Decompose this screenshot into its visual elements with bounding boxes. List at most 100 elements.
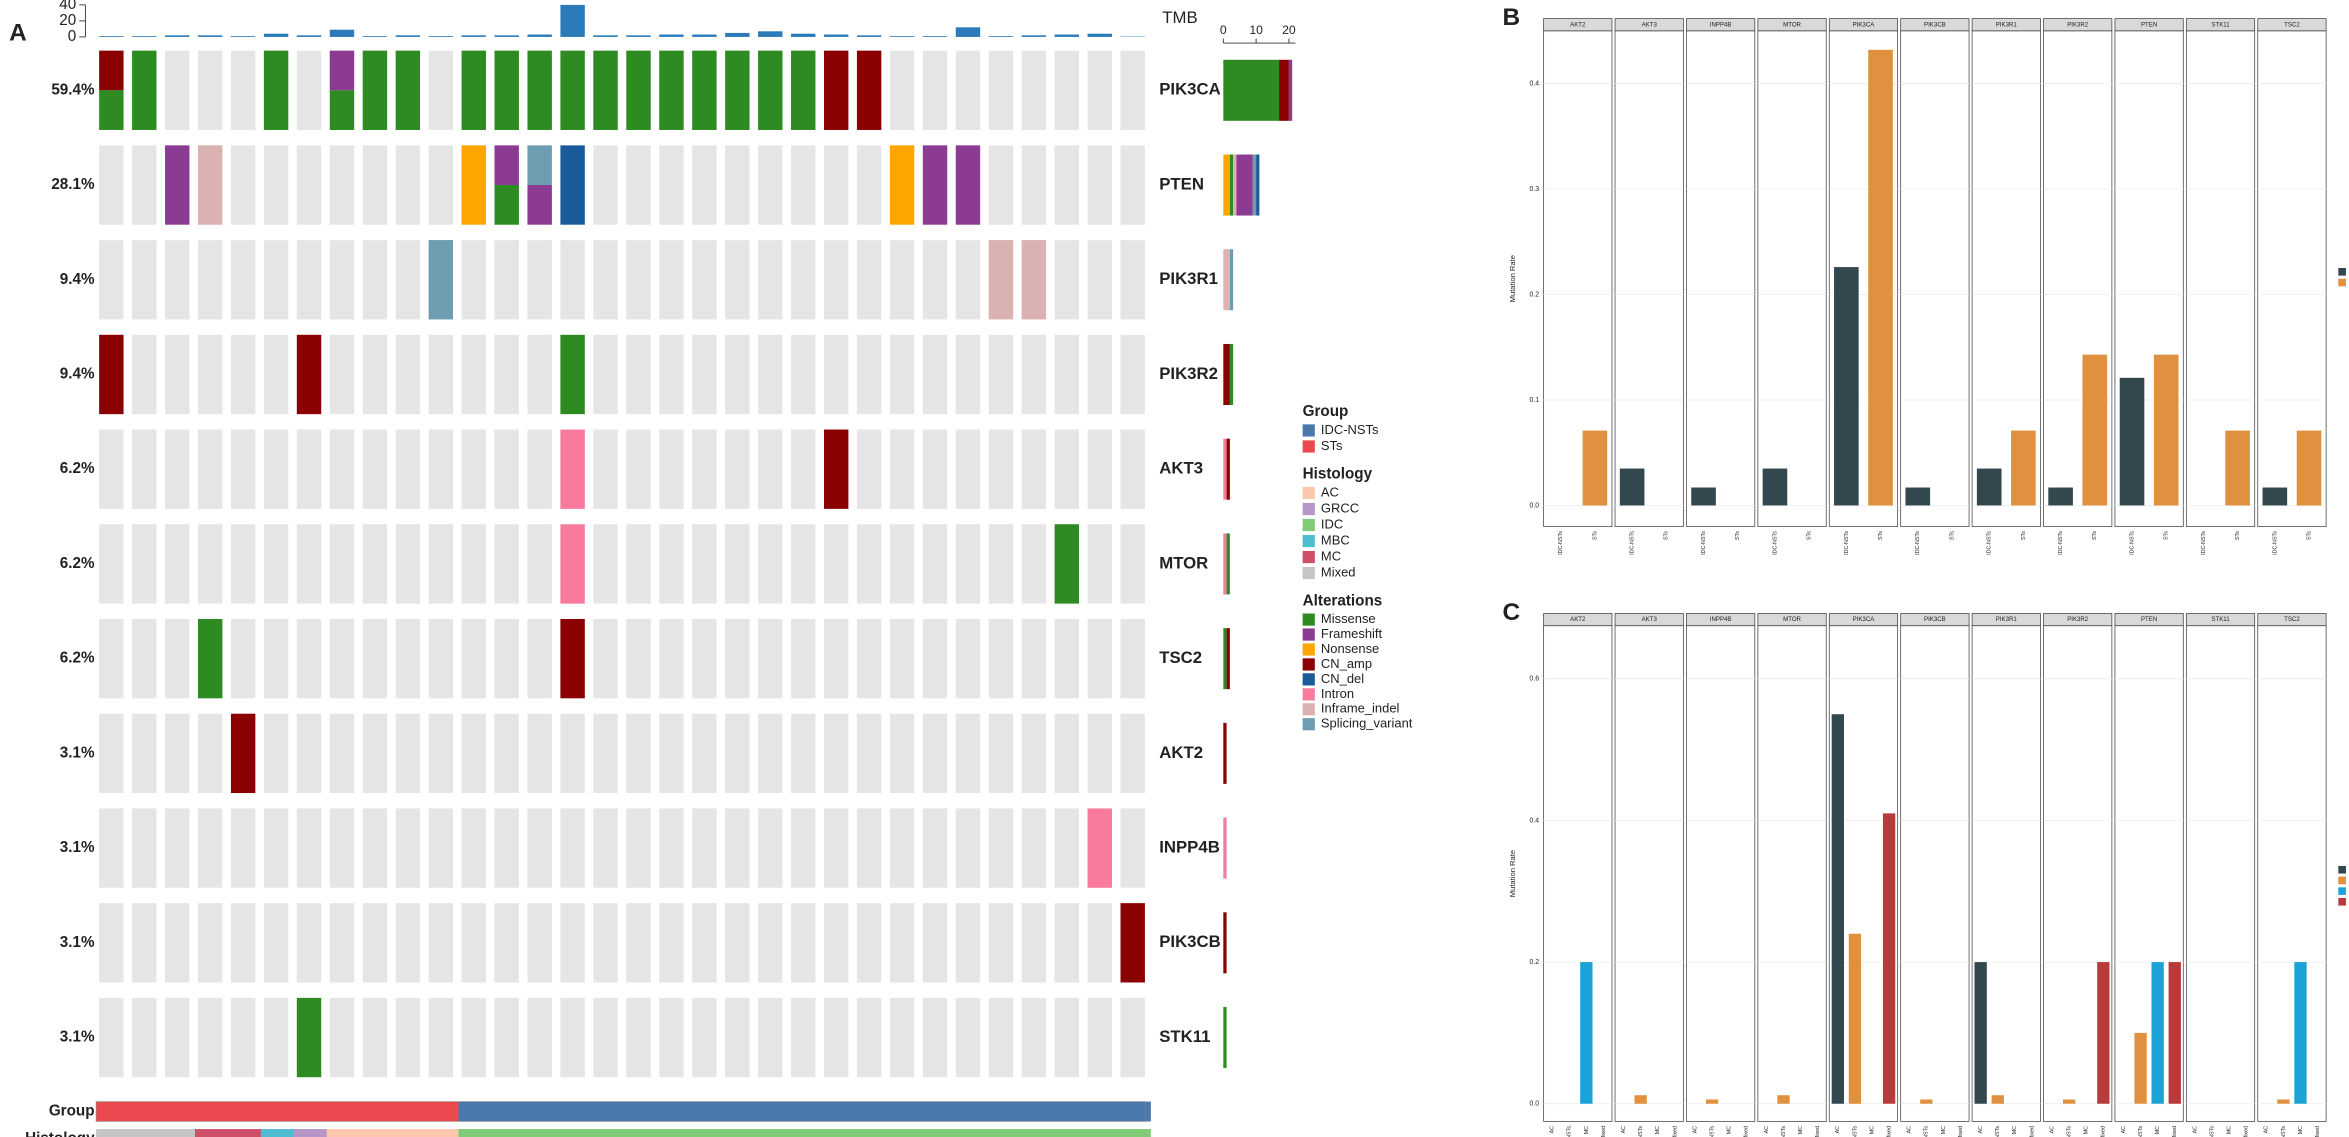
cell-background	[329, 145, 355, 225]
facet-label: MTOR	[1783, 616, 1801, 623]
gene-percent: 6.2%	[60, 460, 95, 477]
cell-background	[922, 713, 948, 794]
cell-background	[922, 240, 948, 320]
legend-label: MC	[1321, 548, 1341, 563]
cell-background	[758, 713, 783, 794]
cell-background	[329, 808, 355, 888]
gene-percent: 6.2%	[60, 650, 95, 667]
x-tick-label: STs	[1735, 531, 1741, 540]
cell-background	[626, 145, 651, 225]
track-cell	[129, 1101, 163, 1122]
cell-background	[955, 334, 981, 415]
cell-background	[659, 903, 684, 983]
facet-strip	[2257, 18, 2327, 32]
legend-label: Intron	[1321, 686, 1354, 701]
legend-swatch	[1302, 643, 1315, 656]
facet-strip	[2114, 18, 2184, 32]
cell-background	[955, 50, 981, 130]
cell-background	[856, 429, 882, 509]
cell-background	[560, 240, 585, 320]
cell-background	[263, 997, 289, 1078]
cell-background	[1120, 524, 1145, 604]
cell-background	[626, 713, 651, 794]
tmb-bar	[593, 35, 618, 37]
count-bar	[1223, 154, 1230, 216]
y-tick-label: 0.2	[1530, 291, 1540, 298]
cell-background	[230, 240, 256, 320]
alteration-cell	[197, 618, 223, 699]
x-tick-label: AC	[2264, 1126, 2270, 1134]
cell-background	[230, 997, 256, 1078]
cell-background	[197, 240, 223, 320]
legend-label: Mixed	[1321, 564, 1356, 579]
cell-background	[758, 903, 783, 983]
y-axis-label: Mutation Rate	[1508, 850, 1517, 897]
track-cell	[524, 1101, 558, 1122]
alteration-cell	[362, 50, 388, 130]
alteration-cell	[329, 50, 355, 91]
cell-background	[1021, 524, 1047, 604]
x-tick-label: IDC-NSTs	[2067, 1126, 2073, 1137]
facet-label: PIK3CA	[1853, 21, 1876, 28]
x-tick-label: Mixed	[2244, 1126, 2250, 1137]
track-cell	[161, 1101, 196, 1122]
cell-background	[823, 808, 849, 888]
cell-background	[165, 618, 190, 699]
x-tick-label: MC	[1869, 1126, 1875, 1134]
x-tick-label: STs	[2092, 531, 2098, 540]
track-cell	[952, 1101, 987, 1122]
cell-background	[659, 334, 684, 415]
cell-background	[725, 713, 750, 794]
cell-background	[165, 713, 190, 794]
tmb-label: TMB	[1162, 8, 1197, 27]
x-tick-label: MC	[2084, 1126, 2090, 1134]
facet-strip	[2043, 18, 2113, 32]
track-cell	[590, 1101, 624, 1122]
x-tick-label: IDC-NSTs	[1852, 1126, 1858, 1137]
gene-percent: 59.4%	[51, 81, 95, 98]
count-bar	[1229, 154, 1234, 216]
x-tick-label: MC	[2155, 1126, 2161, 1134]
count-bar	[1279, 59, 1289, 121]
track-cell	[425, 1129, 459, 1137]
bar	[1582, 430, 1608, 506]
y-tick-label: 0.0	[1530, 502, 1540, 509]
tmb-bar	[165, 35, 190, 37]
legend-swatch	[1302, 486, 1315, 500]
cell-background	[922, 429, 948, 509]
count-bar	[1223, 722, 1227, 784]
cell-background	[1087, 145, 1112, 225]
cell-background	[856, 618, 882, 699]
tmb-bar	[428, 36, 454, 37]
facet-strip	[1543, 613, 1613, 627]
legend-swatch	[1302, 688, 1315, 701]
cell-background	[362, 240, 388, 320]
cell-background	[791, 808, 816, 888]
cell-background	[428, 713, 454, 794]
x-tick-label: AC	[2049, 1126, 2055, 1134]
facet-label: PIK3CA	[1853, 616, 1876, 623]
bar	[1991, 1095, 2004, 1104]
cell-background	[428, 997, 454, 1078]
track-cell	[820, 1101, 855, 1122]
track-cell	[755, 1129, 789, 1137]
facet-label: AKT3	[1642, 616, 1658, 623]
cell-background	[1120, 429, 1145, 509]
cell-background	[165, 997, 190, 1078]
bar	[2011, 430, 2036, 506]
facet-panel	[1757, 30, 1827, 527]
legend-label: Nonsense	[1321, 641, 1379, 656]
facet-label: AKT2	[1570, 616, 1586, 623]
cell-background	[725, 808, 750, 888]
cell-background	[823, 334, 849, 415]
cell-background	[362, 997, 388, 1078]
track-cell	[689, 1101, 723, 1122]
cell-background	[165, 903, 190, 983]
cell-background	[1120, 713, 1145, 794]
x-tick-label: IDC-NSTs	[1987, 531, 1993, 555]
x-tick-label: AC	[1835, 1126, 1841, 1134]
cell-background	[922, 808, 948, 888]
cell-background	[955, 524, 981, 604]
x-tick-label: MC	[1584, 1126, 1590, 1134]
